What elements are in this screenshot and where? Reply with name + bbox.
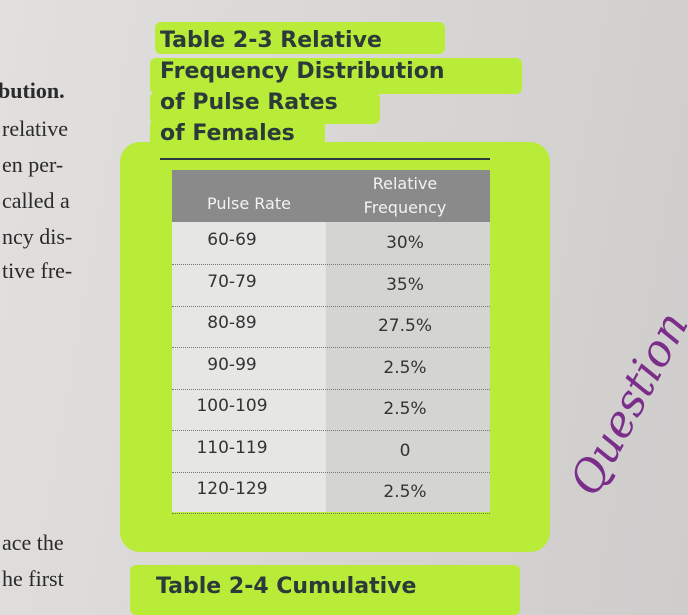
body-text: called a [2,188,70,213]
column-bg [172,222,326,512]
relative-frequency: 0 [399,440,411,461]
pulse-rate: 70-79 [207,271,257,292]
highlight [150,92,380,124]
relative-frequency: 35% [386,274,424,295]
table-title: of Females [160,121,295,146]
body-text: tive fre- [2,258,73,283]
row-rule [172,305,490,307]
table-title: Table 2-3 Relative [160,28,382,53]
table-header [172,170,490,222]
row-rule [172,347,490,348]
handwriting: Question [560,303,688,504]
relative-frequency: 2.5% [383,482,427,502]
body-text: relative [2,116,68,141]
highlight [150,58,522,94]
column-header: Relative Frequency [363,174,447,217]
pulse-rate: 80-89 [207,313,257,333]
column-bg [326,222,490,512]
next-table-title: Table 2-4 Cumulative [156,574,417,599]
table-title: of Pulse Rates [160,90,338,115]
column-header: Pulse Rate [207,194,291,213]
body-text: ace the [2,530,64,555]
row-rule [172,513,490,514]
pulse-rate: 120-129 [196,479,268,499]
relative-frequency: 30% [386,233,424,253]
row-rule [172,264,490,265]
relative-frequency: 27.5% [377,316,432,336]
highlight [155,22,445,54]
relative-frequency: 2.5% [383,399,427,419]
body-text: ncy dis- [2,224,73,249]
table-title: Frequency Distribution [160,59,445,84]
highlight [130,565,520,615]
relative-frequency: 2.5% [383,357,427,378]
body-text: bution. [0,78,65,103]
row-rule [172,388,490,390]
pulse-rate: 90-99 [207,354,257,375]
pulse-rate: 60-69 [207,230,257,250]
body-text: en per- [2,152,64,177]
row-rule [172,430,490,431]
pulse-rate: 100-109 [196,396,268,416]
title-rule [160,158,490,160]
body-text: he first [2,566,64,591]
row-rule [172,471,490,473]
pulse-rate: 110-119 [196,437,268,458]
